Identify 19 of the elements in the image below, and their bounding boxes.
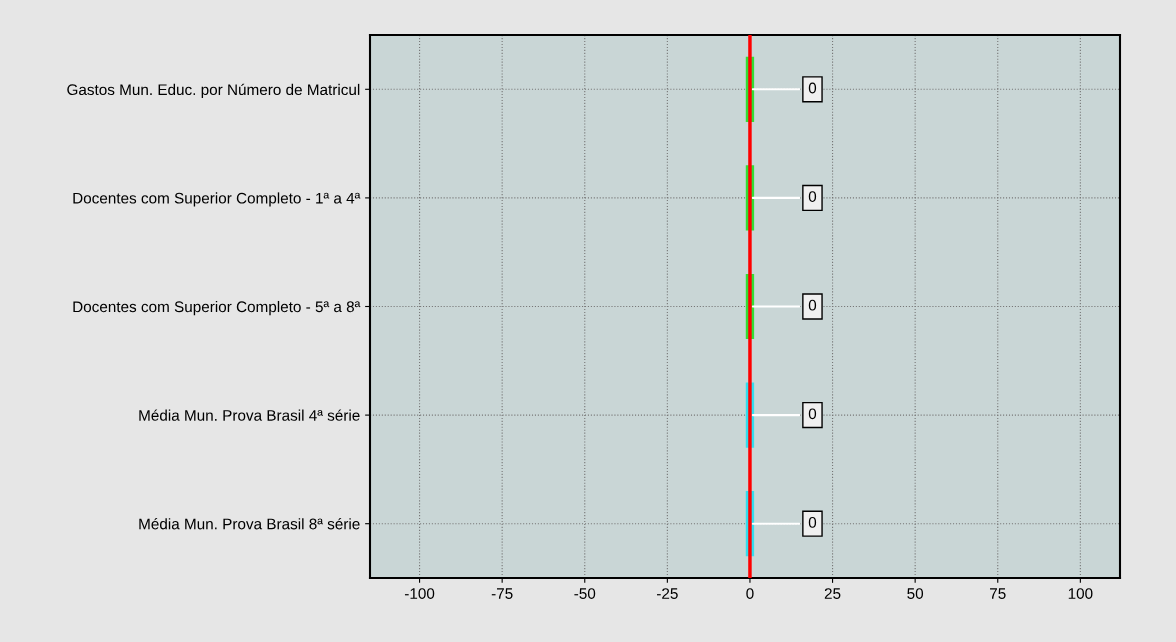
x-tick-label: 100 [1068, 588, 1093, 599]
y-tick-label: Docentes com Superior Completo - 5ª a 8ª [73, 300, 361, 316]
data-label: 0 [808, 516, 817, 528]
y-tick-label: Gastos Mun. Educ. por Número de Matricul [67, 83, 360, 99]
x-tick-label: -50 [574, 588, 596, 599]
y-tick-label: Média Mun. Prova Brasil 8ª série [139, 517, 360, 530]
x-tick-label: -75 [491, 588, 513, 599]
x-tick-label: 50 [907, 588, 924, 599]
x-tick-label: 0 [746, 588, 754, 599]
y-tick-label: Média Mun. Prova Brasil 4ª série [139, 409, 360, 421]
x-tick-label: -100 [404, 588, 435, 599]
data-label: 0 [808, 299, 817, 311]
x-tick-label: 25 [824, 588, 841, 599]
data-label: 0 [808, 191, 817, 202]
y-tick-label: Docentes com Superior Completo - 1ª a 4ª [73, 192, 361, 207]
x-tick-label: 75 [990, 588, 1006, 599]
data-label: 0 [808, 408, 817, 420]
x-tick-label: -25 [657, 588, 678, 599]
data-label: 0 [808, 82, 817, 94]
